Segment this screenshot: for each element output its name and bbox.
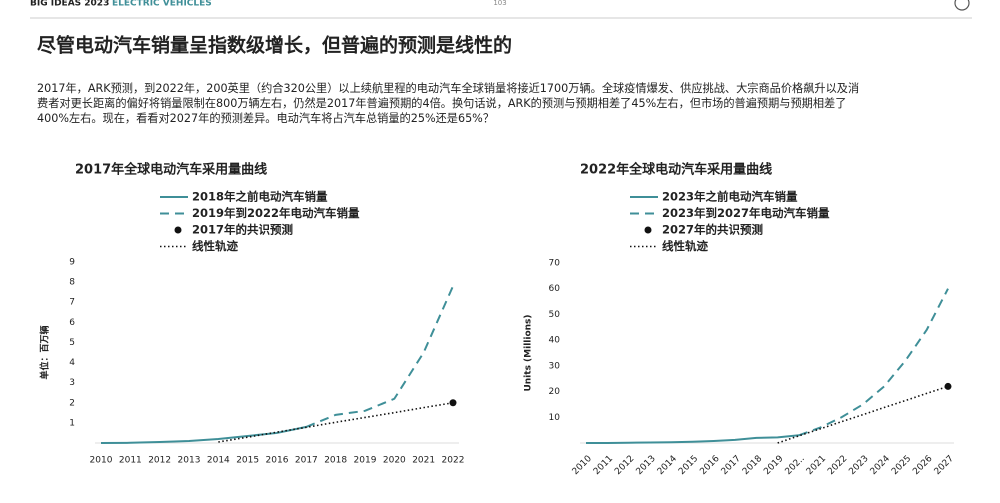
series-line	[100, 425, 307, 444]
x-tick-label: 2013	[178, 456, 201, 466]
y-tick-label: 8	[69, 278, 75, 288]
x-tick-label: 2011	[592, 454, 615, 477]
x-tick-label: 2014	[207, 456, 230, 466]
x-tick-label: 2015	[677, 454, 700, 477]
x-tick-label: 202..	[784, 454, 807, 477]
chart-title: 2017年全球电动汽车采用量曲线	[75, 162, 267, 178]
x-tick-label: 2017	[295, 456, 318, 466]
x-tick-label: 2019	[762, 454, 785, 477]
x-tick-label: 2026	[911, 454, 934, 477]
y-tick-label: 50	[549, 310, 561, 320]
x-tick-label: 2024	[869, 454, 892, 477]
x-tick-label: 2022	[826, 454, 849, 477]
y-tick-label: 9	[69, 258, 75, 268]
x-tick-label: 2016	[698, 454, 721, 477]
x-tick-label: 2017	[720, 454, 743, 477]
y-tick-label: 40	[549, 336, 561, 346]
legend-label: 2019年到2022年电动汽车销量	[192, 206, 360, 220]
x-tick-label: 2020	[383, 456, 406, 466]
legend-marker	[174, 226, 182, 234]
page-number: 103	[493, 0, 506, 7]
body-line: 2017年，ARK预测，到2022年，200英里（约合320公里）以上续航里程的…	[37, 81, 859, 95]
forecast-dot	[944, 382, 952, 390]
y-tick-label: 5	[69, 338, 75, 348]
y-tick-label: 6	[69, 318, 75, 328]
body-line: 400%左右。现在，看看对2027年的预测差异。电动汽车将占汽车总销量的25%还…	[37, 111, 494, 125]
legend-label: 线性轨迹	[192, 239, 238, 253]
y-axis-label: Units (Millions)	[524, 314, 534, 391]
x-tick-label: 2021	[805, 454, 828, 477]
x-tick-label: 2019	[354, 456, 377, 466]
x-tick-label: 2022	[442, 456, 465, 466]
y-tick-label: 60	[549, 284, 561, 294]
y-tick-label: 1	[69, 418, 75, 428]
y-tick-label: 70	[549, 259, 561, 269]
legend-marker	[644, 226, 652, 234]
x-tick-label: 2021	[412, 456, 435, 466]
x-tick-label: 2015	[236, 456, 259, 466]
y-tick-label: 10	[549, 413, 561, 423]
legend-label: 2023年之前电动汽车销量	[662, 190, 798, 204]
y-tick-label: 7	[69, 298, 75, 308]
page-title: 尽管电动汽车销量呈指数级增长，但普遍的预测是线性的	[37, 34, 512, 57]
section: ELECTRIC VEHICLES	[112, 0, 212, 9]
x-tick-label: 2027	[933, 454, 956, 477]
legend-label: 2027年的共识预测	[662, 223, 763, 237]
x-tick-label: 2013	[635, 454, 658, 477]
y-axis-label: 单位：百万辆	[39, 325, 51, 379]
series-line	[586, 434, 800, 444]
x-tick-label: 2012	[148, 456, 171, 466]
legend-label: 2018年之前电动汽车销量	[192, 190, 328, 204]
forecast-dot	[449, 399, 457, 407]
x-tick-label: 2025	[890, 454, 913, 477]
y-tick-label: 30	[549, 361, 561, 371]
legend-label: 线性轨迹	[662, 239, 708, 253]
x-tick-label: 2018	[324, 456, 347, 466]
logo	[954, 0, 970, 11]
y-tick-label: 3	[69, 378, 75, 388]
x-tick-label: 2010	[571, 454, 594, 477]
y-tick-label: 20	[549, 387, 561, 397]
series-line	[798, 288, 949, 437]
x-tick-label: 2012	[613, 454, 636, 477]
series-line	[305, 285, 454, 428]
y-tick-label: 2	[69, 398, 75, 408]
legend-label: 2017年的共识预测	[192, 223, 293, 237]
brand: BIG IDEAS 2023	[30, 0, 109, 9]
body-line: 费者对更长距离的偏好将销量限制在800万辆左右，仍然是2017年普遍预期的4倍。…	[37, 96, 846, 110]
legend-label: 2023年到2027年电动汽车销量	[662, 206, 830, 220]
x-tick-label: 2018	[741, 454, 764, 477]
x-tick-label: 2016	[266, 456, 289, 466]
x-tick-label: 2014	[656, 454, 679, 477]
x-tick-label: 2010	[90, 456, 113, 466]
y-tick-label: 4	[69, 358, 75, 368]
x-tick-label: 2023	[847, 454, 870, 477]
chart-title: 2022年全球电动汽车采用量曲线	[580, 162, 772, 178]
x-tick-label: 2011	[119, 456, 142, 466]
